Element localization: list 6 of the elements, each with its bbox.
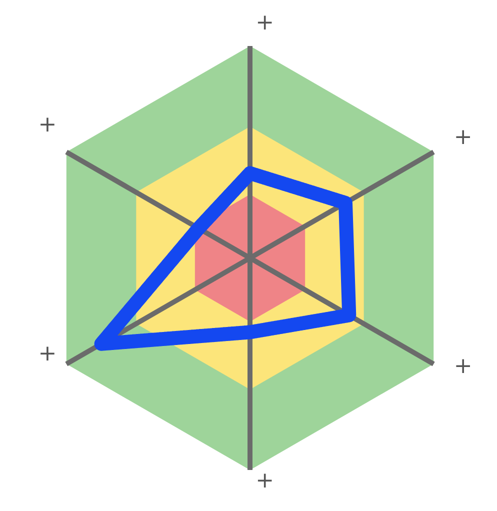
spoke-label: + (454, 354, 472, 380)
spoke-label: + (256, 10, 274, 36)
spoke-label: + (454, 125, 472, 150)
spoke-label: + (38, 112, 57, 138)
spoke-label: + (256, 468, 274, 494)
spoke-label: + (38, 341, 57, 366)
